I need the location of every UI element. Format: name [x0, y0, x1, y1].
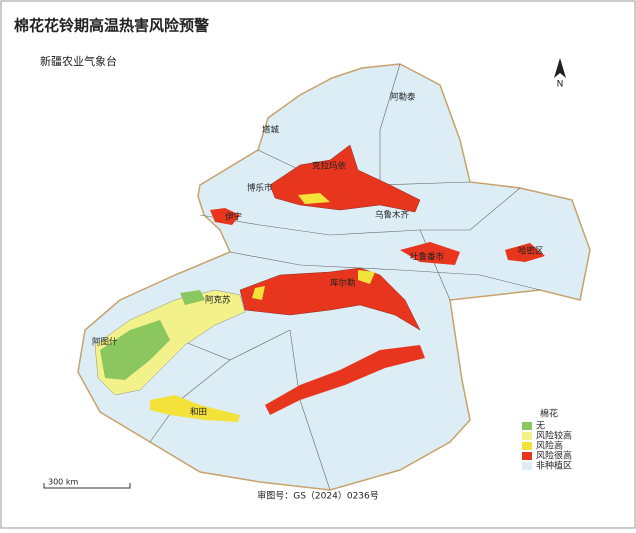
scale-bar: 300 km — [43, 478, 131, 489]
title: 棉花花铃期高温热害风险预警 — [14, 17, 209, 35]
place-label: 伊宁 — [225, 212, 242, 223]
cotton-areas — [94, 144, 545, 422]
place-label: 阿图什 — [92, 337, 118, 348]
place-label: 哈密区 — [518, 246, 544, 257]
north-arrow: N — [554, 58, 566, 90]
legend-swatch — [522, 462, 532, 470]
legend-title: 棉花 — [540, 408, 558, 420]
legend-swatch — [522, 452, 532, 460]
place-label: 库尔勒 — [330, 278, 356, 289]
place-label: 克拉玛依 — [312, 161, 347, 172]
place-label: 阿克苏 — [205, 295, 231, 306]
place-label: 阿勒泰 — [390, 92, 416, 103]
subtitle: 新疆农业气象台 — [40, 54, 117, 68]
legend-label: 非种植区 — [536, 460, 572, 472]
legend-label: 风险高 — [536, 440, 563, 452]
legend-swatch — [522, 432, 532, 440]
scale-label: 300 km — [48, 478, 78, 487]
place-label: 博乐市 — [247, 183, 273, 194]
place-label: 塔城 — [262, 125, 280, 136]
legend-swatch — [522, 422, 532, 430]
place-label: 和田 — [190, 408, 207, 418]
legend-label: 无 — [536, 421, 545, 432]
approval-number: 审图号：GS（2024）0236号 — [257, 490, 379, 502]
legend-label: 风险较高 — [536, 430, 572, 442]
place-label: 乌鲁木齐 — [375, 210, 410, 221]
legend-swatch — [522, 442, 532, 450]
place-label: 吐鲁番市 — [410, 252, 445, 263]
svg-text:N: N — [557, 80, 564, 90]
legend-label: 风险很高 — [536, 450, 572, 462]
